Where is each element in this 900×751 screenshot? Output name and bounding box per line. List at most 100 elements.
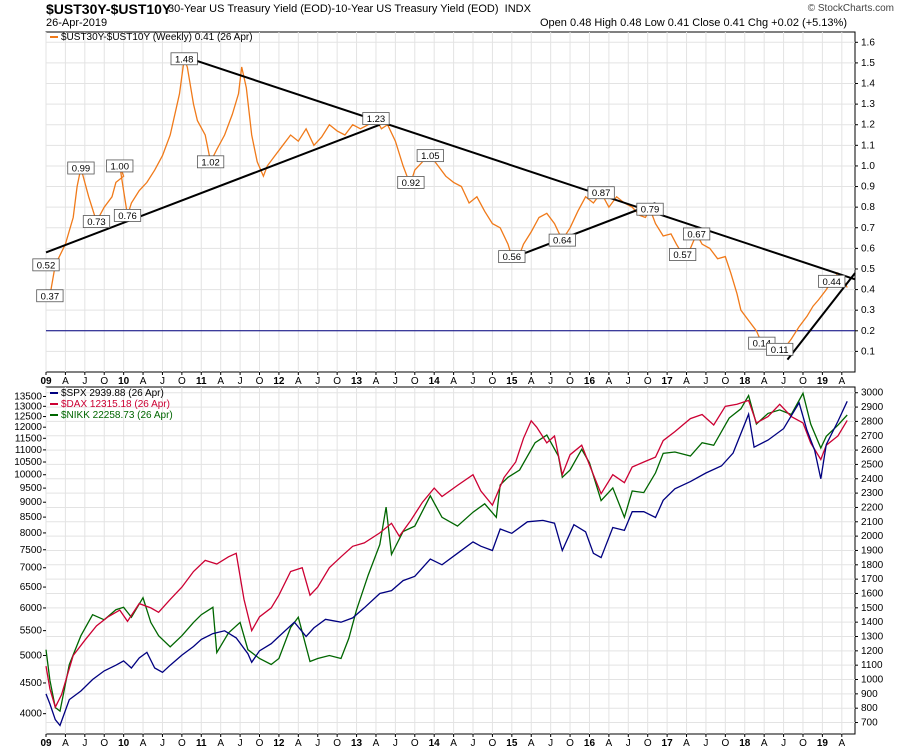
value-label-box (32, 258, 60, 272)
spread-panel: 09 A J O 10 A J O 11 A J O 12 A J O 13 A J O 14 A J O 15 A J O 16 A J O… (32, 31, 875, 387)
x-tick-label: 11 (196, 738, 207, 749)
index-legend: $SPX 2939.88 (26 Apr)$DAX 12315.18 (26 A… (50, 388, 173, 421)
x-tick-label: A (761, 376, 768, 387)
x-tick-label: 13 (351, 738, 363, 749)
left-y-tick-label: 4500 (20, 678, 43, 689)
y-tick-label: 0.1 (861, 346, 875, 357)
left-y-tick-label: 4000 (20, 709, 43, 720)
x-tick-label: O (721, 376, 729, 387)
x-tick-label: A (683, 376, 690, 387)
x-tick-label: J (781, 376, 786, 387)
right-y-tick-label: 2500 (861, 459, 884, 470)
y-tick-label: 0.2 (861, 326, 875, 337)
x-tick-label: O (799, 376, 807, 387)
x-tick-label: J (82, 376, 87, 387)
value-label-box (170, 52, 198, 66)
x-tick-label: A (838, 376, 845, 387)
right-y-tick-label: 2200 (861, 502, 884, 513)
x-tick-label: O (178, 738, 186, 749)
x-tick-label: O (256, 376, 264, 387)
value-label: 0.64 (553, 236, 572, 247)
x-tick-label: A (838, 738, 845, 749)
x-tick-label: J (160, 376, 165, 387)
x-tick-label: O (411, 376, 419, 387)
x-tick-label: 19 (817, 376, 829, 387)
y-tick-label: 1.5 (861, 58, 875, 69)
x-tick-label: 15 (506, 738, 518, 749)
left-y-tick-label: 11500 (15, 433, 43, 444)
value-label-box (548, 233, 576, 247)
legend-dax: $DAX 12315.18 (26 Apr) (61, 399, 170, 410)
x-tick-label: 19 (817, 738, 829, 749)
value-label: 0.76 (118, 211, 137, 222)
x-tick-label: A (683, 738, 690, 749)
value-label: 0.87 (592, 188, 611, 199)
x-tick-label: O (100, 738, 108, 749)
x-tick-label: A (295, 376, 302, 387)
right-y-tick-label: 1100 (861, 660, 883, 671)
value-label-box (36, 289, 64, 303)
left-y-tick-label: 9000 (20, 497, 43, 508)
x-tick-label: J (703, 738, 708, 749)
left-y-tick-label: 7500 (20, 545, 43, 556)
left-y-tick-label: 7000 (20, 563, 43, 574)
x-tick-label: O (489, 376, 497, 387)
x-tick-label: 18 (739, 376, 751, 387)
value-label: 0.11 (771, 345, 789, 356)
x-tick-label: O (721, 738, 729, 749)
x-tick-label: O (100, 376, 108, 387)
value-label-box (669, 248, 697, 261)
x-tick-label: J (626, 738, 631, 749)
value-label-box (766, 342, 794, 356)
y-tick-label: 1.4 (861, 79, 875, 90)
x-tick-label: 09 (40, 376, 52, 387)
x-tick-label: A (373, 738, 380, 749)
x-tick-label: A (140, 738, 147, 749)
left-y-tick-label: 6500 (20, 582, 43, 593)
value-label: 0.92 (402, 178, 421, 189)
x-tick-label: 16 (584, 376, 596, 387)
ohlc-readout: Open 0.48 High 0.48 Low 0.41 Close 0.41 … (540, 17, 847, 29)
left-y-tick-label: 5500 (20, 626, 43, 637)
x-tick-label: J (781, 738, 786, 749)
left-y-tick-label: 8500 (20, 512, 43, 523)
spread-legend: $UST30Y-$UST10Y (Weekly) 0.41 (26 Apr) (50, 32, 253, 43)
value-label-box (362, 112, 390, 125)
trendline (515, 202, 656, 258)
left-y-tick-label: 13500 (14, 391, 42, 402)
value-label: 0.99 (72, 164, 91, 175)
left-y-tick-label: 10500 (14, 457, 42, 468)
y-tick-label: 0.8 (861, 202, 875, 213)
right-y-tick-label: 2000 (861, 531, 884, 542)
panel-frame (45, 31, 856, 373)
value-label-box (498, 250, 526, 264)
y-tick-label: 0.3 (861, 305, 875, 316)
x-tick-label: J (471, 376, 476, 387)
value-label: 0.57 (673, 250, 692, 261)
nikk-series-line (45, 391, 848, 713)
x-tick-label: O (333, 376, 341, 387)
x-tick-label: J (626, 376, 631, 387)
value-label: 0.79 (641, 205, 660, 216)
left-y-tick-label: 8000 (20, 528, 43, 539)
symbol-title[interactable]: $UST30Y-$UST10Y (46, 1, 172, 17)
x-tick-label: O (411, 738, 419, 749)
right-y-tick-label: 2900 (861, 402, 884, 413)
value-label-box (106, 159, 134, 173)
x-tick-label: A (606, 738, 613, 749)
right-y-tick-label: 2700 (861, 431, 884, 442)
x-tick-label: J (393, 376, 398, 387)
value-label: 0.56 (503, 252, 522, 263)
value-label: 1.23 (367, 114, 386, 125)
value-label: 1.48 (175, 54, 194, 65)
dax-series-line (45, 399, 848, 709)
exchange-label: INDX (504, 3, 531, 15)
right-y-tick-label: 1000 (861, 675, 884, 686)
right-y-tick-label: 700 (861, 718, 878, 729)
trendline (45, 123, 381, 254)
y-tick-label: 0.5 (861, 264, 875, 275)
value-label-box (397, 176, 425, 189)
value-label: 1.00 (111, 161, 130, 172)
